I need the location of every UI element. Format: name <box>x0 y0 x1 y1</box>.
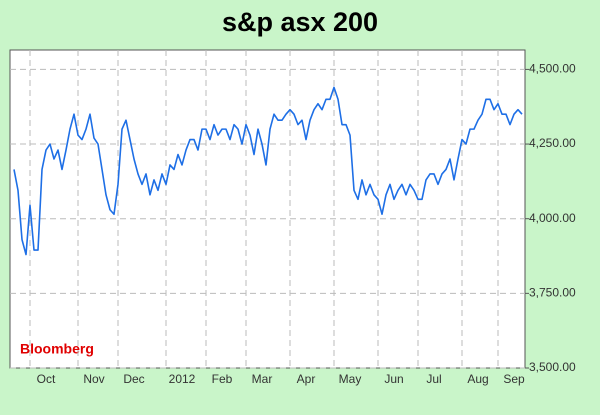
chart-title: s&p asx 200 <box>222 7 378 37</box>
x-tick-label: Aug <box>467 372 488 386</box>
x-tick-label: Oct <box>37 372 56 386</box>
y-tick-label: 3,750.00 <box>529 286 576 300</box>
plot-area <box>9 49 526 369</box>
y-tick-label: 4,000.00 <box>529 211 576 225</box>
x-tick-label: Feb <box>212 372 233 386</box>
x-tick-label: Sep <box>503 372 525 386</box>
x-tick-label: Dec <box>123 372 144 386</box>
x-tick-label: Jul <box>426 372 441 386</box>
y-tick-label: 3,500.00 <box>529 360 576 374</box>
y-tick-label: 4,250.00 <box>529 136 576 150</box>
x-tick-label: May <box>339 372 362 386</box>
line <box>13 86 523 256</box>
y-tick-label: 4,500.00 <box>529 62 576 76</box>
x-tick-label: 2012 <box>169 372 196 386</box>
annotation: Bloomberg <box>20 341 94 357</box>
x-tick-label: Jun <box>384 372 403 386</box>
x-tick-label: Mar <box>252 372 273 386</box>
x-tick-label: Nov <box>83 372 104 386</box>
x-tick-label: Apr <box>297 372 316 386</box>
